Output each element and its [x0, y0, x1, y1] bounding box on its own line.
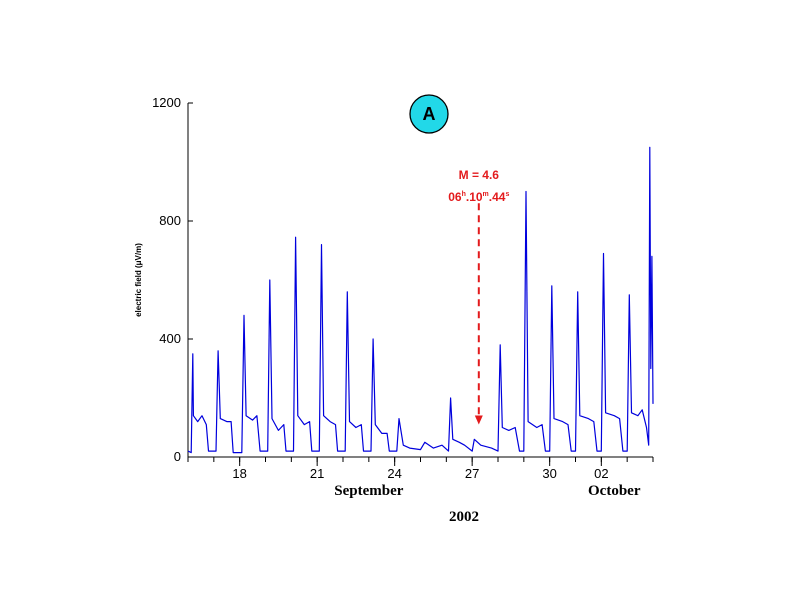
series-line	[187, 146, 654, 454]
annotation-layer: M = 4.6 06h.10m.44s	[448, 168, 509, 425]
annotation-time-value: .10	[466, 190, 483, 204]
y-tick-label: 0	[174, 449, 181, 464]
annotation-time-value: .44	[489, 190, 506, 204]
x-tick-label: 18	[232, 466, 246, 481]
y-tick-label: 800	[159, 213, 181, 228]
y-axis-label: electric field (μV/m)	[134, 243, 143, 317]
annotation-time-unit: m	[483, 191, 489, 198]
x-tick-label: 24	[387, 466, 401, 481]
month-label: October	[588, 483, 641, 499]
x-tick-label: 27	[465, 466, 479, 481]
year-label: 2002	[449, 509, 479, 525]
panel-badge-circle	[409, 94, 449, 134]
axes	[187, 103, 653, 458]
x-tick-label: 02	[594, 466, 608, 481]
y-tick-label: 400	[159, 331, 181, 346]
panel-badge: A	[409, 94, 449, 134]
annotation-time: 06h.10m.44s	[448, 190, 509, 204]
annotation-time-value: 06	[448, 190, 462, 204]
ticks: 0 400 800 1200 18 21 24 27 30 02 September October	[152, 95, 654, 499]
annotation-magnitude: M = 4.6	[459, 168, 500, 182]
annotation-time-unit: s	[505, 191, 509, 198]
x-tick-label: 21	[310, 466, 324, 481]
panel-letter: A	[423, 104, 436, 124]
month-label: September	[334, 483, 403, 499]
annotation-time-unit: h	[462, 191, 466, 198]
annotation-arrow-head	[474, 415, 483, 425]
x-tick-label: 30	[542, 466, 556, 481]
series-layer	[187, 146, 654, 454]
y-tick-label: 1200	[152, 95, 181, 110]
